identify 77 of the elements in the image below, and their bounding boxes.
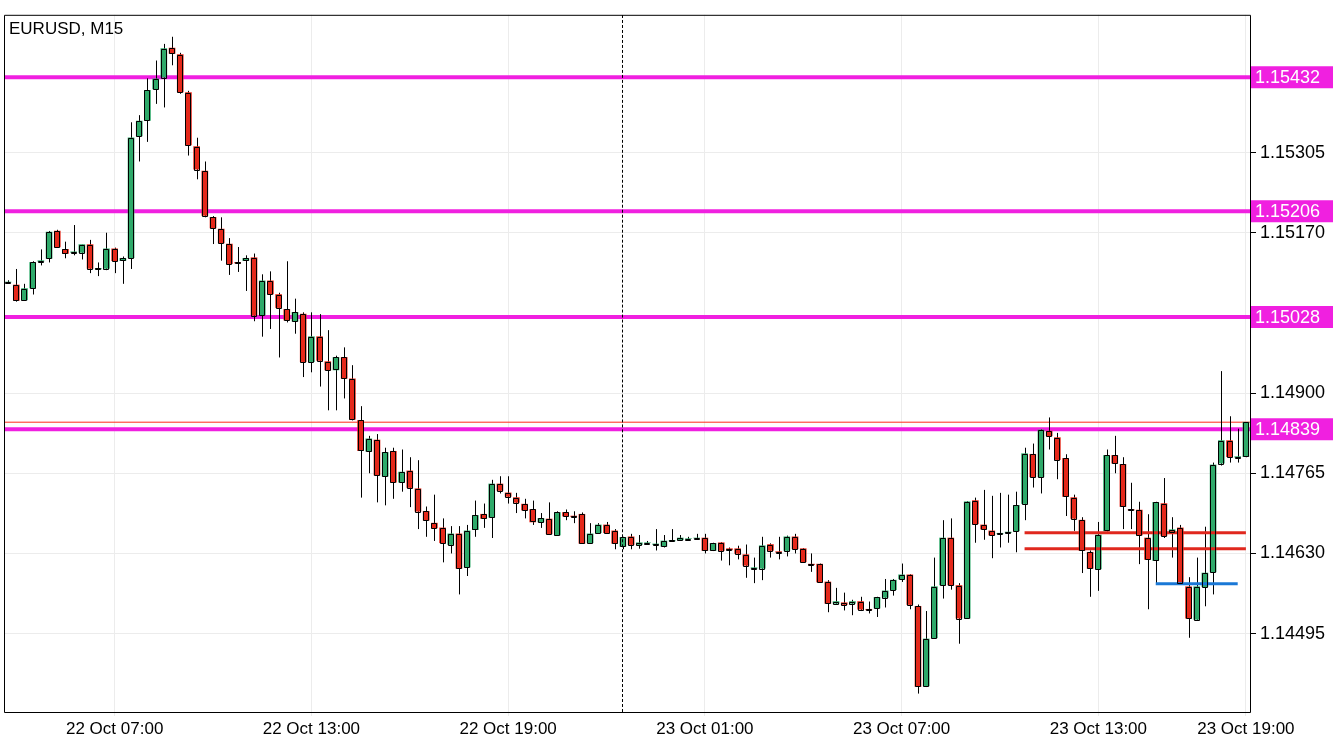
candlestick xyxy=(152,60,159,105)
candlestick xyxy=(939,519,946,600)
candlestick xyxy=(816,563,823,584)
y-tick-label: 1.15305 xyxy=(1260,141,1326,162)
ref-line-label: 1.15028 xyxy=(1255,307,1321,328)
candlestick xyxy=(185,90,192,157)
y-tick-label: 1.14495 xyxy=(1260,622,1326,643)
candlestick xyxy=(422,506,430,538)
candlestick xyxy=(701,533,709,554)
y-tick-label: 1.14765 xyxy=(1260,462,1326,483)
y-tick-label: 1.14630 xyxy=(1260,542,1326,563)
ref-line-label: 1.15432 xyxy=(1255,67,1321,88)
x-tick-label: 22 Oct 07:00 xyxy=(65,718,164,738)
candlestick xyxy=(1209,462,1217,595)
candlestick xyxy=(1103,449,1110,532)
candlestick xyxy=(578,511,586,545)
candlestick xyxy=(1045,416,1053,451)
candlestick xyxy=(914,604,922,695)
candlestick xyxy=(144,77,151,143)
candlestick xyxy=(545,501,553,536)
candlestick xyxy=(357,405,364,499)
chart-title: EURUSD, M15 xyxy=(9,18,124,38)
y-tick-label: 1.14900 xyxy=(1260,382,1326,403)
candlestick xyxy=(1037,428,1045,494)
candlestick xyxy=(29,260,37,296)
candlestick xyxy=(873,596,881,618)
candlestick xyxy=(439,517,446,563)
ref-line-label: 1.14839 xyxy=(1255,419,1321,440)
candlestick xyxy=(217,216,225,262)
candlestick xyxy=(45,230,53,263)
candlestick xyxy=(390,447,397,500)
candlestick xyxy=(824,579,832,613)
candlestick xyxy=(431,494,438,542)
candlestick xyxy=(988,495,996,559)
candlestick xyxy=(209,215,217,245)
candlestick xyxy=(553,510,561,537)
x-tick-label: 23 Oct 01:00 xyxy=(656,718,754,738)
candlestick xyxy=(398,449,405,493)
candlestick xyxy=(340,346,348,399)
candlestick xyxy=(775,536,782,560)
candlestick xyxy=(463,524,471,577)
candlestick xyxy=(668,528,676,543)
candlestick xyxy=(1127,482,1135,530)
candlestick xyxy=(242,254,250,292)
candlestick xyxy=(176,52,184,95)
candlestick xyxy=(480,503,487,529)
candlestick xyxy=(283,260,291,323)
candlestick xyxy=(1168,516,1176,559)
candlestick xyxy=(980,489,987,541)
ref-line-label: 1.15206 xyxy=(1255,201,1321,222)
candlestick xyxy=(349,364,356,421)
candlestick xyxy=(168,36,176,66)
candlestick xyxy=(931,557,938,639)
candlestick xyxy=(996,492,1004,548)
candlestick xyxy=(972,497,979,544)
y-tick-label: 1.15170 xyxy=(1260,221,1326,242)
x-tick-label: 23 Oct 13:00 xyxy=(1049,718,1148,738)
candlestick xyxy=(1119,456,1127,530)
x-tick-label: 23 Oct 07:00 xyxy=(852,718,951,738)
candlestick xyxy=(472,500,479,538)
x-tick-label: 22 Oct 19:00 xyxy=(459,718,557,738)
candlestick xyxy=(1095,521,1102,592)
candlestick xyxy=(135,114,143,162)
candlestick xyxy=(332,355,340,411)
candlestick xyxy=(373,433,381,503)
candlestick xyxy=(291,298,299,335)
candlestick xyxy=(119,256,127,285)
candlestick xyxy=(70,224,78,256)
x-tick-label: 22 Oct 13:00 xyxy=(262,718,361,738)
candlestick xyxy=(1013,491,1020,553)
candlestick xyxy=(586,522,594,544)
x-tick-label: 23 Oct 19:00 xyxy=(1197,718,1295,738)
candlestick xyxy=(922,610,930,688)
candlestick xyxy=(1185,576,1192,639)
candlestick xyxy=(455,525,463,595)
candlestick xyxy=(898,563,905,583)
candlestick xyxy=(267,270,274,330)
